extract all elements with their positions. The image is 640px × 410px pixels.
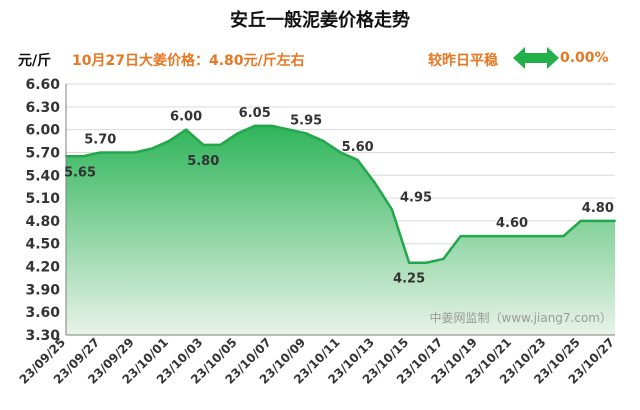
data-point [614, 219, 616, 222]
data-label: 5.80 [187, 154, 219, 169]
data-point [390, 208, 393, 211]
data-label: 4.60 [496, 216, 528, 231]
data-point [511, 235, 514, 238]
data-point [82, 155, 85, 158]
y-tick-label: 4.80 [25, 214, 60, 230]
y-tick-label: 5.70 [25, 145, 60, 161]
price-summary: 10月27日大姜价格：4.80元/斤左右 [72, 53, 305, 69]
y-tick-label: 6.30 [25, 100, 60, 116]
data-point [288, 128, 291, 131]
data-point [528, 235, 531, 238]
data-point [167, 140, 170, 143]
data-point [305, 132, 308, 135]
y-tick-label: 4.20 [25, 260, 60, 276]
data-point [150, 147, 153, 150]
data-point [579, 219, 582, 222]
chart-title: 安丘一般泥姜价格走势 [230, 10, 410, 31]
compare-text: 较昨日平稳 [428, 53, 498, 69]
data-label: 5.70 [84, 132, 116, 147]
y-tick-label: 5.10 [25, 191, 60, 207]
data-labels: 5.65 5.70 6.00 5.80 6.05 5.95 5.60 4.95 4.25 4.60… [64, 106, 614, 287]
price-area [66, 125, 615, 335]
data-label: 5.95 [290, 113, 322, 128]
y-tick-label: 3.90 [25, 282, 60, 298]
data-point [116, 151, 119, 154]
data-point [270, 124, 273, 127]
data-point [408, 261, 411, 264]
data-point [545, 235, 548, 238]
data-point [219, 143, 222, 146]
data-point [253, 124, 256, 127]
y-tick-labels: 3.30 3.60 3.90 4.20 4.50 4.80 5.10 5.40 5.70 6.00… [25, 77, 60, 344]
change-percent: 0.00% [560, 50, 609, 66]
data-point [322, 140, 325, 143]
data-point [476, 235, 479, 238]
y-tick-label: 5.40 [25, 168, 60, 184]
data-label: 4.95 [400, 191, 432, 206]
data-point [442, 257, 445, 260]
data-point [373, 181, 376, 184]
data-label: 6.05 [239, 106, 271, 121]
left-right-arrow-icon [513, 47, 559, 69]
data-point [425, 261, 428, 264]
data-point [99, 151, 102, 154]
data-point [562, 235, 565, 238]
y-tick-label: 4.50 [25, 237, 60, 253]
x-tick-labels: 23/09/2523/09/2723/09/2923/10/0123/10/03… [17, 335, 618, 387]
data-label: 6.00 [170, 110, 202, 125]
data-label: 4.80 [582, 201, 614, 216]
data-point [493, 235, 496, 238]
data-label: 4.25 [393, 272, 425, 287]
y-tick-label: 6.00 [25, 123, 60, 139]
data-point [339, 151, 342, 154]
data-point [133, 151, 136, 154]
y-tick-label: 3.60 [25, 305, 60, 321]
data-point [236, 132, 239, 135]
unit-label: 元/斤 [18, 53, 52, 69]
data-point [596, 219, 599, 222]
data-point [185, 128, 188, 131]
y-tick-label: 6.60 [25, 77, 60, 93]
y-tick-label: 3.30 [25, 328, 60, 344]
data-point [202, 143, 205, 146]
area-fill [65, 124, 616, 335]
data-point [356, 159, 359, 162]
data-point [459, 235, 462, 238]
data-label: 5.65 [64, 165, 96, 180]
axes [65, 84, 615, 336]
watermark-text: 中姜网监制（www.jiang7.com） [430, 310, 612, 325]
data-label: 5.60 [342, 140, 374, 155]
